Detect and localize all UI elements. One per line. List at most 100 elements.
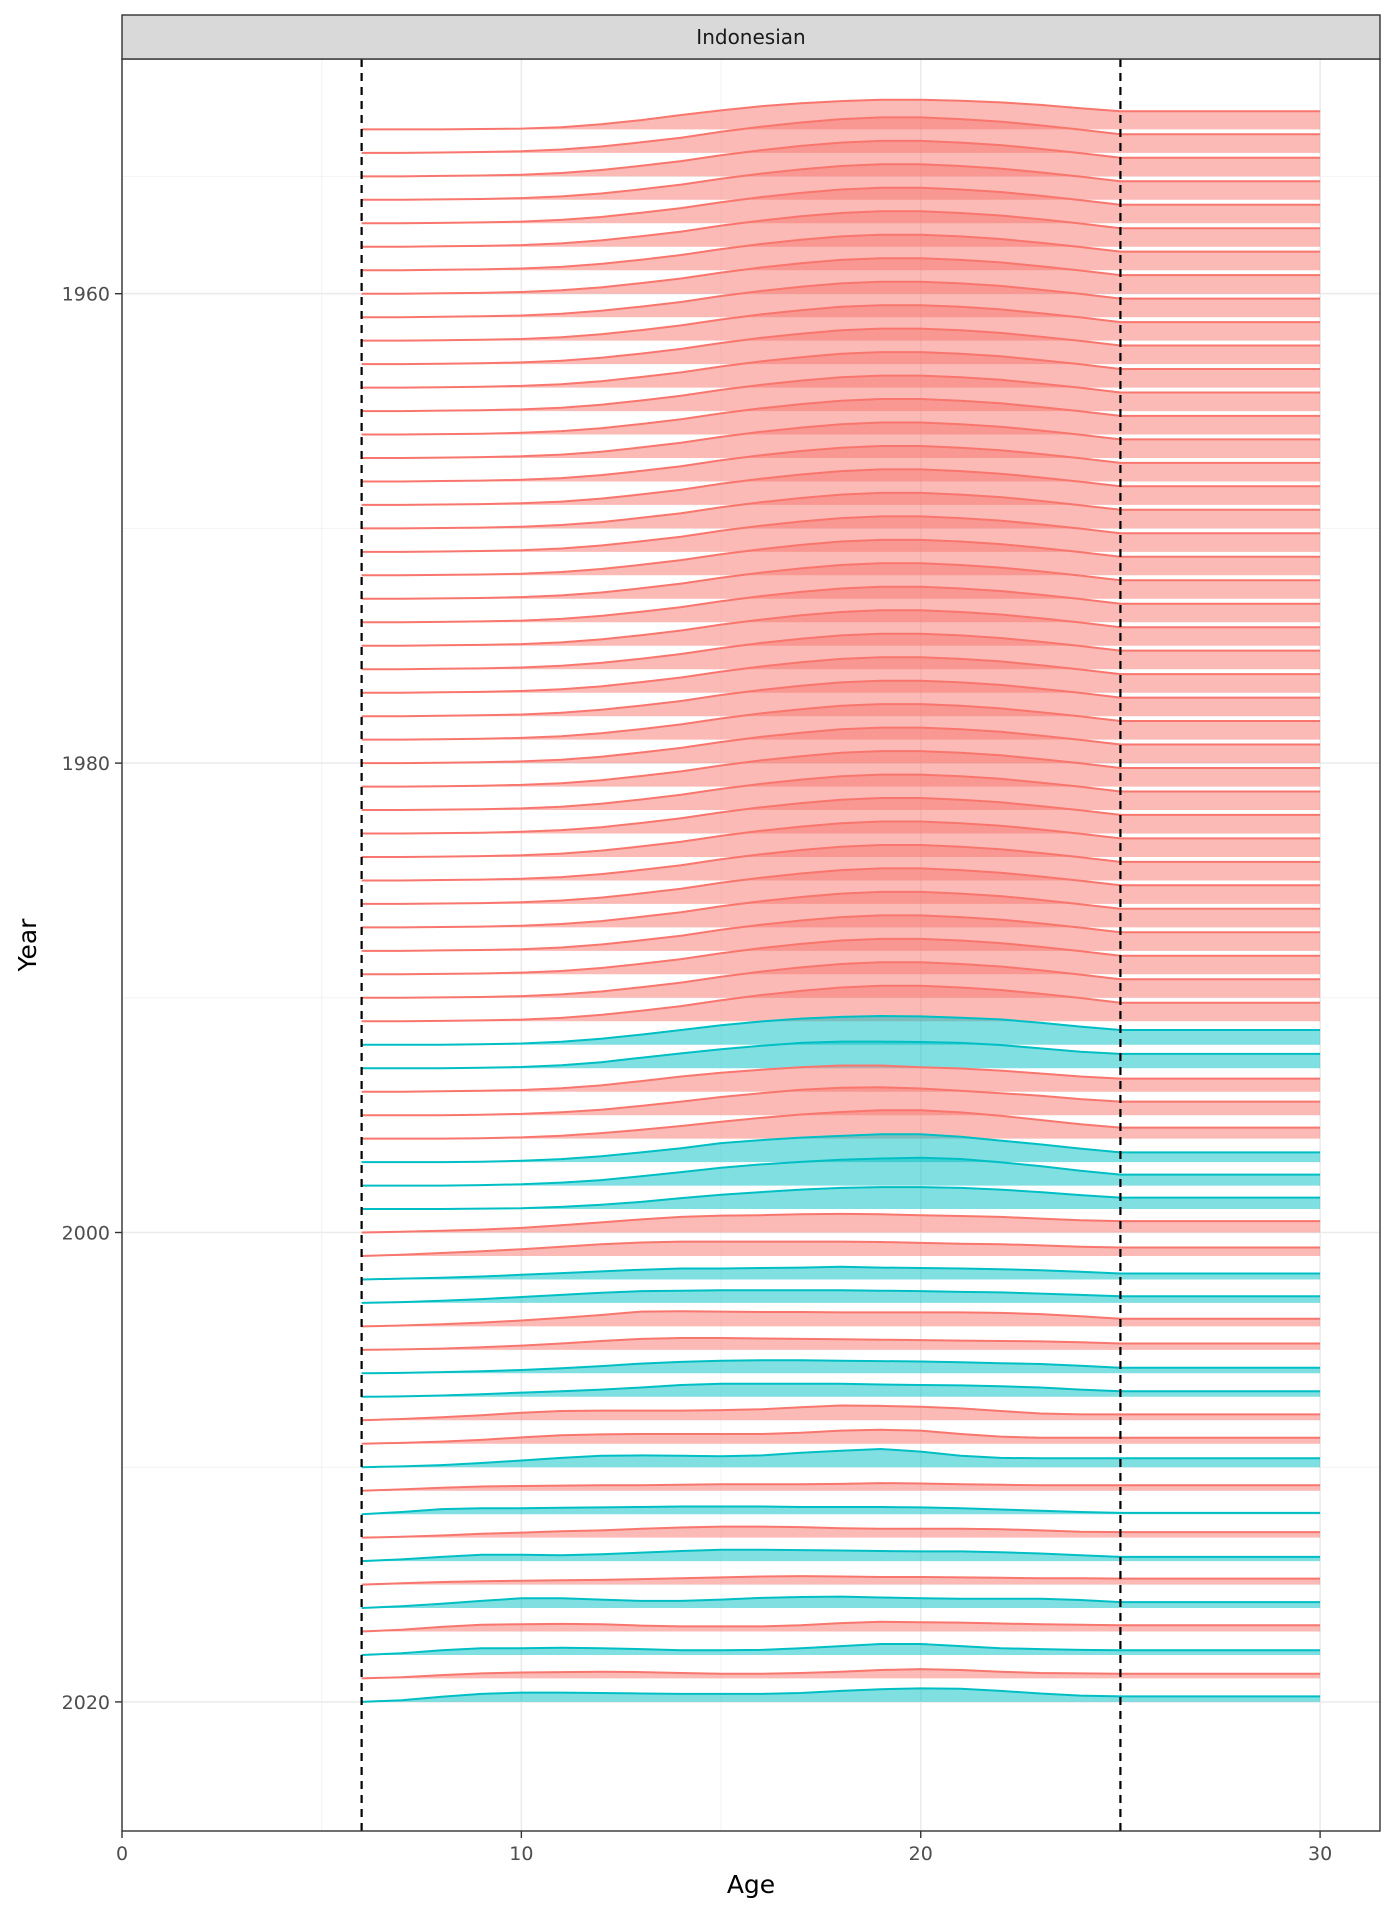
ridge-1953-fill — [361, 99, 1321, 130]
ridge-1999-fill — [361, 1187, 1321, 1209]
x-tick-label: 0 — [116, 1843, 128, 1865]
ridge-1956-line — [361, 163, 1321, 201]
ridge-1958-fill — [361, 211, 1321, 247]
ridge-1998-line — [361, 1156, 1321, 1187]
ridge-1996-line — [361, 1109, 1321, 1140]
ridge-2010-line — [361, 1448, 1321, 1469]
ridge-1968-fill — [361, 446, 1321, 482]
ridge-1982-line — [361, 773, 1321, 811]
ridge-1956-fill — [361, 164, 1321, 200]
ridge-1989-line — [361, 937, 1321, 976]
ridge-1969-fill — [361, 469, 1321, 505]
x-axis: 0 10 20 30 — [116, 1831, 1332, 1865]
reference-lines — [360, 59, 1122, 1831]
ridge-1993-line — [361, 1040, 1321, 1070]
ridge-1961-fill — [361, 281, 1321, 318]
y-axis-title: Year — [13, 918, 42, 973]
ridge-1984-line — [361, 820, 1321, 858]
ridge-2011-line — [361, 1482, 1321, 1492]
ridge-1955-fill — [361, 140, 1321, 177]
ridge-1958-line — [361, 210, 1321, 248]
ridge-2009-fill — [361, 1429, 1321, 1444]
ridge-1976-line — [361, 632, 1321, 671]
ridge-1954-line — [361, 116, 1321, 154]
ridge-1972-line — [361, 538, 1321, 577]
ridge-1966-line — [361, 398, 1321, 436]
ridge-2019-line — [361, 1668, 1321, 1680]
ridge-1978-line — [361, 679, 1321, 718]
ridge-2004-line — [361, 1310, 1321, 1328]
y-tick-label: 2000 — [62, 1223, 110, 1245]
ridge-1970-line — [361, 491, 1321, 530]
ridge-1995-line — [361, 1086, 1321, 1117]
ridge-1998-fill — [361, 1157, 1321, 1186]
facet-strip-background — [121, 14, 1381, 60]
ridge-1971-line — [361, 515, 1321, 553]
y-axis: 1960 1980 2000 2020 — [62, 284, 122, 1714]
ridge-1971-fill — [361, 516, 1321, 552]
x-tick-label: 10 — [509, 1843, 533, 1865]
ridge-2007-fill — [361, 1383, 1321, 1397]
ridge-1970-fill — [361, 492, 1321, 529]
ridge-1992-line — [361, 1015, 1321, 1046]
ridge-1960-line — [361, 257, 1321, 295]
x-tick-label: 30 — [1308, 1843, 1332, 1865]
ridge-2002-line — [361, 1265, 1321, 1281]
ridge-1990-line — [361, 961, 1321, 999]
ridge-1983-line — [361, 797, 1321, 835]
ridge-2011-fill — [361, 1483, 1321, 1491]
ridge-2010-fill — [361, 1449, 1321, 1468]
ridge-1962-line — [361, 304, 1321, 342]
ridge-2017-fill — [361, 1621, 1321, 1632]
ridge-1980-fill — [361, 727, 1321, 764]
ridges — [361, 98, 1321, 1703]
ridge-2012-line — [361, 1505, 1321, 1516]
ridge-2006-line — [361, 1359, 1321, 1375]
ridge-2008-fill — [361, 1405, 1321, 1421]
ridge-2016-fill — [361, 1596, 1321, 1608]
ridge-1996-fill — [361, 1110, 1321, 1139]
ridge-2016-line — [361, 1595, 1321, 1609]
ridge-1999-line — [361, 1186, 1321, 1210]
ridge-1994-line — [361, 1064, 1321, 1093]
plot-panel — [121, 58, 1381, 1832]
ridge-1967-line — [361, 421, 1321, 459]
ridge-1997-line — [361, 1133, 1321, 1164]
ridge-2002-fill — [361, 1266, 1321, 1280]
ridge-1964-fill — [361, 352, 1321, 388]
ridge-1973-line — [361, 562, 1321, 600]
ridge-1959-fill — [361, 234, 1321, 271]
ridge-1981-line — [361, 750, 1321, 788]
ridge-1991-line — [361, 984, 1321, 1023]
ridge-1955-line — [361, 139, 1321, 178]
ridge-2001-line — [361, 1240, 1321, 1257]
ridge-2014-line — [361, 1548, 1321, 1563]
ridge-1976-fill — [361, 633, 1321, 670]
ridge-1994-fill — [361, 1065, 1321, 1092]
ridge-1954-fill — [361, 117, 1321, 153]
ridge-2017-line — [361, 1620, 1321, 1633]
ridge-1966-fill — [361, 399, 1321, 435]
ridge-1967-fill — [361, 422, 1321, 458]
ridge-1981-fill — [361, 751, 1321, 787]
ridge-1988-line — [361, 914, 1321, 952]
ridge-1988-fill — [361, 915, 1321, 951]
ridge-1961-line — [361, 280, 1321, 319]
ridge-1975-fill — [361, 610, 1321, 646]
ridge-1953-line — [361, 98, 1321, 131]
ridge-1983-fill — [361, 798, 1321, 834]
ridge-2005-line — [361, 1337, 1321, 1351]
facet-label: Indonesian — [696, 25, 805, 49]
ridge-1979-fill — [361, 704, 1321, 740]
ridge-1964-line — [361, 351, 1321, 389]
ridge-1990-fill — [361, 962, 1321, 998]
ridge-2014-fill — [361, 1549, 1321, 1562]
ridge-1991-fill — [361, 985, 1321, 1022]
ridge-1975-line — [361, 609, 1321, 647]
ridge-2008-line — [361, 1404, 1321, 1422]
ridge-1972-fill — [361, 539, 1321, 576]
ridge-2013-fill — [361, 1526, 1321, 1538]
ridge-1987-fill — [361, 891, 1321, 928]
ridge-1959-line — [361, 233, 1321, 272]
ridge-1977-line — [361, 656, 1321, 694]
